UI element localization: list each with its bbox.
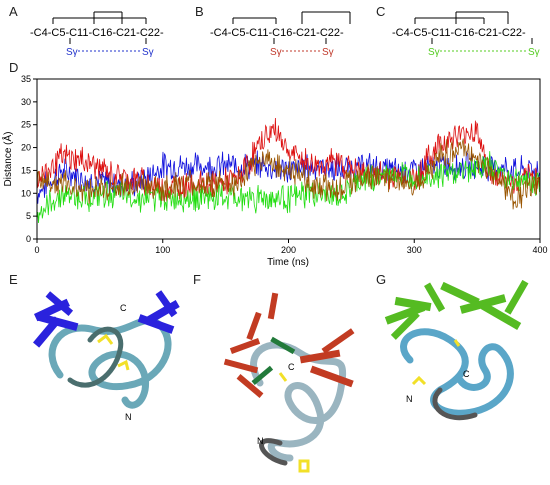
panel-f-c-terminus: C [288, 362, 295, 372]
panel-f-backbone-inner [259, 438, 288, 466]
panel-b-schematic: -C4-C5-C11-C16-C21-C22- Sγ Sγ [210, 11, 351, 58]
panel-f-letter: F [193, 272, 201, 287]
x-tick-label-0: 0 [34, 245, 39, 255]
panel-a-sg-left: Sγ [66, 47, 78, 58]
panel-e-structure: C N [33, 290, 180, 422]
panel-b-letter: B [195, 4, 204, 19]
x-tick-label-2: 200 [281, 245, 296, 255]
panel-a-chain: -C4-C5-C11-C16-C21-C22- [30, 27, 164, 39]
y-tick-label-1: 5 [26, 211, 31, 221]
chart-frame [36, 78, 541, 240]
panel-e-backbone [48, 317, 172, 409]
y-axis-label: Distance (Å) [1, 131, 14, 186]
x-axis-label: Time (ns) [267, 257, 309, 268]
panel-c-letter: C [376, 4, 386, 19]
y-tick-label-0: 0 [26, 234, 31, 244]
chart-series-group [36, 117, 540, 224]
y-tick-label-6: 30 [21, 97, 31, 107]
y-tick-label-2: 10 [21, 188, 31, 198]
series-line-1 [36, 117, 540, 203]
panel-g-structure: C N [384, 280, 529, 421]
panel-f-sidechains-dark [251, 336, 296, 386]
panel-b-sg-left: Sγ [270, 47, 282, 58]
panel-e-backbone-inner [67, 326, 124, 388]
distance-time-chart: 0 100 200 300 400 0 5 10 15 20 25 30 35 Time (ns) Di… [1, 74, 548, 268]
panel-f-structure: C N [223, 292, 355, 473]
panel-f-n-terminus: N [257, 436, 264, 446]
panel-c-chain: -C4-C5-C11-C16-C21-C22- [392, 27, 526, 39]
panel-a-schematic: -C4-C5-C11-C16-C21-C22- Sγ Sγ [30, 11, 164, 58]
panel-b-sg-right: Sγ [322, 47, 334, 58]
y-tick-label-7: 35 [21, 74, 31, 84]
x-tick-label-1: 100 [155, 245, 170, 255]
panel-g-c-terminus: C [463, 369, 470, 379]
panel-f-sidechains [223, 292, 355, 398]
panel-e-sidechains [33, 290, 180, 348]
panel-g-sidechains [384, 280, 529, 340]
series-line-3 [36, 138, 540, 210]
panel-f-disulfide [278, 372, 310, 473]
panel-c-sg-left: Sγ [428, 47, 440, 58]
panel-e-c-terminus: C [120, 303, 127, 313]
panel-e-n-terminus: N [125, 412, 132, 422]
y-tick-label-4: 20 [21, 143, 31, 153]
panel-g-n-terminus: N [406, 394, 413, 404]
panel-d-letter: D [9, 60, 19, 75]
panel-a-sg-right: Sγ [142, 47, 154, 58]
panel-f-backbone [250, 341, 347, 462]
panel-e-disulfide [97, 333, 130, 371]
x-tick-label-4: 400 [532, 245, 547, 255]
x-tick-label-3: 300 [407, 245, 422, 255]
chart-axes-group: 0 100 200 300 400 0 5 10 15 20 25 30 35 [21, 74, 548, 255]
y-tick-label-5: 25 [21, 120, 31, 130]
series-line-2 [36, 151, 540, 224]
panel-c-schematic: -C4-C5-C11-C16-C21-C22- Sγ Sγ [392, 11, 540, 58]
panel-g-backbone [400, 328, 514, 417]
panel-g-backbone-inner [432, 387, 478, 421]
panel-g-letter: G [376, 272, 387, 287]
panel-b-chain: -C4-C5-C11-C16-C21-C22- [210, 27, 344, 39]
panel-e-letter: E [9, 272, 18, 287]
panel-g-disulfide [411, 339, 461, 386]
panel-c-sg-right: Sγ [528, 47, 540, 58]
y-tick-label-3: 15 [21, 165, 31, 175]
panel-a-letter: A [9, 4, 18, 19]
